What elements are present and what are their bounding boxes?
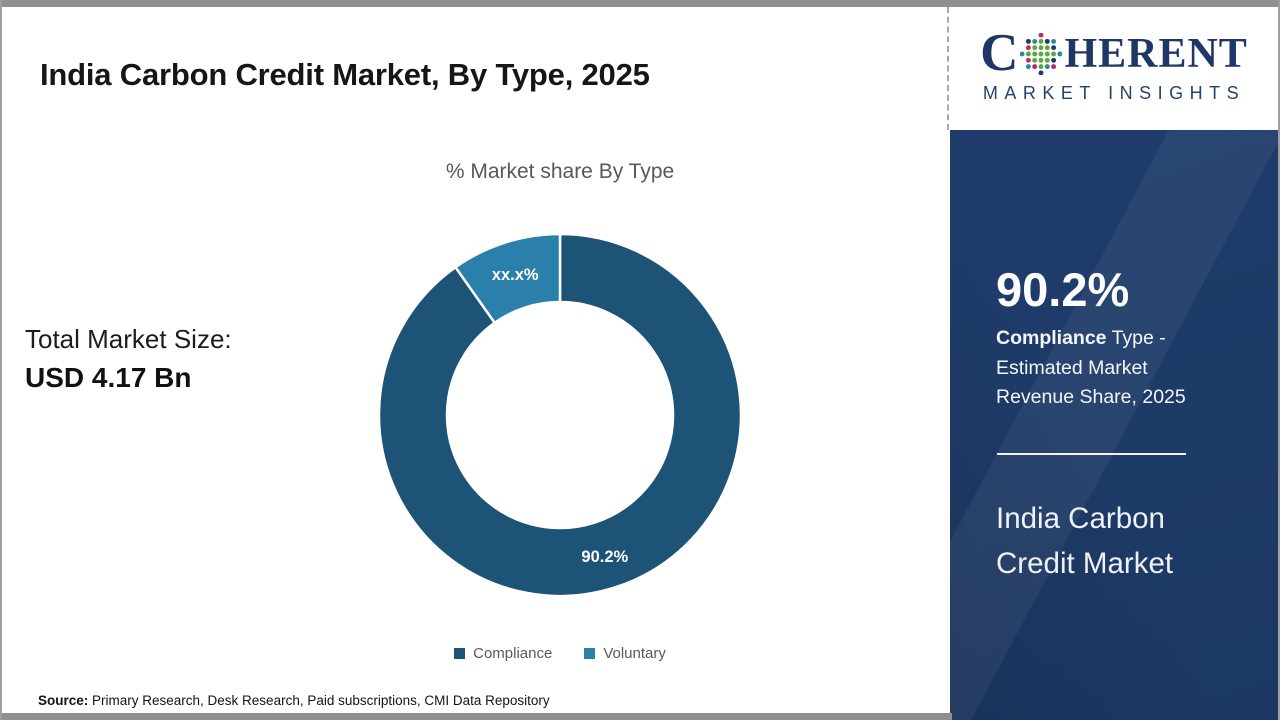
logo-area: C HERENT MARKET INSIGHTS [950,7,1278,130]
globe-dot [1045,57,1051,63]
logo-letter-c: C [980,24,1019,82]
legend-label: Voluntary [603,645,666,662]
globe-dot [1026,63,1032,69]
sidebar-divider [997,453,1186,455]
globe-dot [1039,63,1044,69]
globe-dot [1032,57,1038,63]
globe-dot [1032,51,1038,56]
legend-item-compliance: Compliance [454,645,552,662]
globe-dot [1039,57,1044,63]
legend-label: Compliance [473,645,553,662]
logo-word: HERENT [1064,30,1248,77]
coherent-logo: C HERENT [950,27,1278,80]
donut-slice-compliance [377,232,743,598]
globe-dot [1051,44,1057,50]
chart-legend: Compliance Voluntary [350,645,770,662]
globe-dot [1045,51,1051,56]
legend-item-voluntary: Voluntary [584,645,666,662]
source-label: Source: [38,693,89,708]
left-border [0,0,2,720]
total-market-size-label: Total Market Size: [25,324,232,354]
globe-dot [1039,69,1044,75]
total-market-size-block: Total Market Size: USD 4.17 Bn [25,324,232,394]
sidebar-report-title: India Carbon Credit Market [996,502,1174,580]
sidebar: 90.2% Compliance Type - Estimated Market… [950,130,1280,720]
chart-title: % Market share By Type [445,160,675,183]
globe-dot [1039,32,1044,38]
slice-label-voluntary: xx.x% [492,266,539,284]
globe-dot [1051,38,1057,44]
globe-dot [1026,44,1032,50]
globe-dot [1032,63,1038,69]
dotted-globe-icon [1020,32,1063,75]
globe-dot [1057,51,1063,56]
top-border [0,0,1280,7]
source-text: Primary Research, Desk Research, Paid su… [88,693,550,708]
headline-description: Compliance Type - Estimated Market Reven… [996,324,1214,413]
globe-dot [1051,51,1057,56]
legend-swatch [584,648,596,659]
globe-dot [1026,57,1032,63]
page-title: India Carbon Credit Market, By Type, 202… [40,56,650,92]
headline-description-rest: Type - Estimated Market Revenue Share, 2… [996,327,1186,408]
logo-subtitle: MARKET INSIGHTS [982,83,1246,103]
donut-chart: 90.2% xx.x% [377,232,743,598]
globe-dot [1045,63,1051,69]
right-border [1278,0,1280,720]
slice-label-compliance: 90.2% [581,548,628,566]
globe-dot [1039,44,1044,50]
globe-dot [1039,51,1044,56]
donut-slice-voluntary [454,232,562,325]
total-market-size-value: USD 4.17 Bn [25,362,192,393]
dashed-separator [947,7,949,130]
bottom-border [0,713,952,720]
globe-dot [1045,38,1051,44]
globe-dot [1032,44,1038,50]
globe-dot [1051,57,1057,63]
globe-dot [1026,51,1032,56]
globe-dot [1039,38,1044,44]
legend-swatch [454,648,466,659]
headline-description-bold: Compliance [996,327,1107,349]
globe-dot [1020,51,1026,56]
headline-stat: 90.2% [996,263,1130,316]
globe-dot [1032,38,1038,44]
source-line: Source: Primary Research, Desk Research,… [38,693,550,708]
globe-dot [1045,44,1051,50]
globe-dot [1026,38,1032,44]
globe-dot [1051,63,1057,69]
